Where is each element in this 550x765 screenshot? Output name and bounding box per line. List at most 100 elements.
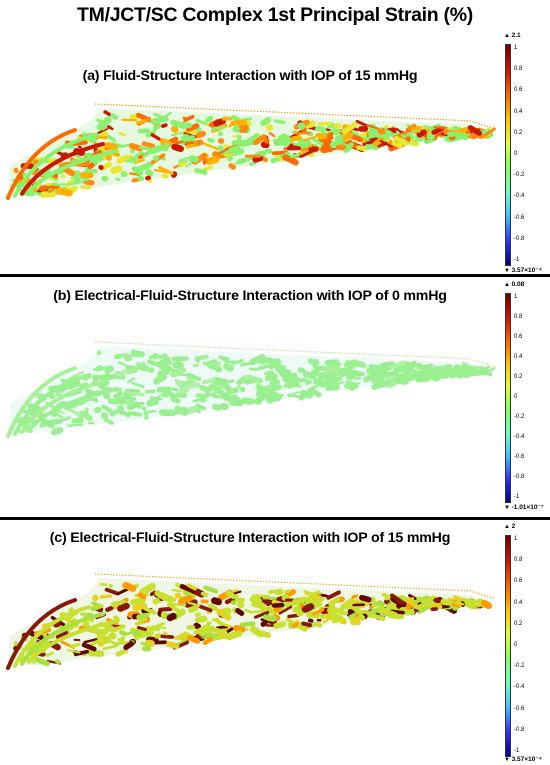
trabecular-beam bbox=[406, 599, 417, 607]
trabecular-beam bbox=[390, 593, 405, 606]
trabecular-beam bbox=[259, 389, 267, 397]
trabecular-beam bbox=[294, 131, 311, 135]
trabecular-beam bbox=[101, 176, 109, 182]
trabecular-beam bbox=[362, 139, 376, 146]
trabecular-beam bbox=[77, 145, 82, 149]
trabecular-beam bbox=[223, 623, 232, 628]
trabecular-beam bbox=[116, 587, 130, 596]
trabecular-beam bbox=[470, 600, 475, 605]
trabecular-beam bbox=[253, 610, 270, 619]
colorbar-tick-label: -0.6 bbox=[514, 454, 525, 460]
trabecular-beam bbox=[76, 177, 82, 182]
trabecular-beam bbox=[166, 612, 177, 622]
trabecular-beam bbox=[110, 406, 125, 417]
trabecular-beam bbox=[372, 136, 385, 147]
colorbar-tick-label: 0.4 bbox=[514, 599, 523, 606]
trabecular-beam bbox=[326, 590, 341, 600]
trabecular-beam bbox=[134, 636, 140, 641]
trabecular-beam bbox=[203, 142, 219, 151]
trabecular-beam bbox=[172, 361, 184, 369]
trabecular-beam bbox=[284, 381, 294, 389]
panel-b-colorbar-min: ▼ -1.01×10⁻⁷ bbox=[504, 504, 544, 511]
trabecular-beam bbox=[115, 177, 121, 182]
trabecular-beam bbox=[262, 614, 277, 622]
trabecular-beam bbox=[384, 594, 390, 601]
trabecular-beam bbox=[219, 403, 229, 411]
trabecular-beam bbox=[480, 599, 493, 610]
trabecular-beam bbox=[316, 380, 324, 387]
trabecular-beam bbox=[87, 649, 105, 657]
trabecular-beam bbox=[239, 128, 248, 133]
trabecular-beam bbox=[110, 113, 119, 120]
trabecular-beam bbox=[160, 610, 166, 618]
trabecular-beam bbox=[212, 403, 222, 411]
trabecular-beam bbox=[158, 409, 177, 417]
trabecular-beam bbox=[157, 368, 171, 377]
trabecular-beam bbox=[287, 613, 300, 619]
colorbar-tick-label: 0.2 bbox=[514, 374, 523, 380]
trabecular-beam bbox=[263, 600, 269, 605]
lamella bbox=[13, 135, 91, 198]
trabecular-beam bbox=[137, 592, 147, 600]
lamella bbox=[27, 387, 119, 432]
trabecular-beam bbox=[265, 124, 274, 131]
trabecular-beam bbox=[230, 600, 237, 606]
trabecular-beam bbox=[118, 630, 127, 636]
trabecular-beam bbox=[401, 374, 410, 378]
colorbar-tick-label: -0.8 bbox=[514, 474, 525, 480]
trabecular-beam bbox=[200, 591, 209, 597]
trabecular-beam bbox=[237, 157, 247, 165]
trabecular-beam bbox=[320, 372, 327, 378]
trabecular-beam bbox=[328, 379, 335, 385]
lamella bbox=[13, 373, 91, 436]
trabecular-beam bbox=[353, 608, 364, 614]
trabecular-beam bbox=[311, 369, 320, 376]
trabecular-beam bbox=[92, 594, 99, 602]
trabecular-beam bbox=[290, 134, 302, 142]
trabecular-beam bbox=[39, 185, 48, 192]
trabecular-beam bbox=[103, 110, 111, 117]
trabecular-beam bbox=[409, 369, 427, 380]
main-title: TM/JCT/SC Complex 1st Principal Strain (… bbox=[77, 4, 473, 26]
colorbar-tick-label: -1 bbox=[514, 257, 520, 263]
panel-c-colorbar-min-value: 3.57×10⁻⁴ bbox=[511, 756, 542, 763]
trabecular-beam bbox=[142, 646, 152, 652]
trabecular-beam bbox=[282, 154, 299, 166]
panel-a-colorbar-gradient bbox=[505, 44, 511, 266]
lamella bbox=[20, 612, 105, 666]
trabecular-beam bbox=[82, 620, 90, 628]
trabecular-beam bbox=[193, 622, 202, 630]
trabecular-beam bbox=[161, 123, 168, 128]
trabecular-beam bbox=[186, 635, 201, 644]
trabecular-beam bbox=[98, 628, 107, 637]
trabecular-beam bbox=[193, 623, 210, 635]
trabecular-beam bbox=[145, 129, 156, 138]
trabecular-beam bbox=[198, 625, 214, 637]
trabecular-beam bbox=[178, 155, 193, 162]
trabecular-beam bbox=[122, 392, 133, 401]
trabecular-beam bbox=[146, 398, 159, 407]
trabecular-beam bbox=[265, 374, 280, 385]
trabecular-beam bbox=[344, 600, 355, 609]
trabecular-beam bbox=[317, 121, 332, 126]
trabecular-beam bbox=[54, 659, 61, 665]
trabecular-beam bbox=[126, 377, 136, 384]
trabecular-beam bbox=[185, 123, 200, 133]
trabecular-beam bbox=[348, 612, 357, 619]
trabecular-beam bbox=[264, 137, 270, 144]
trabecular-beam bbox=[319, 613, 326, 620]
trabecular-beam bbox=[426, 133, 435, 141]
trabecular-beam bbox=[230, 119, 247, 126]
trabecular-beam bbox=[162, 356, 171, 364]
trabecular-beam bbox=[114, 395, 126, 405]
trabecular-beam bbox=[315, 126, 327, 133]
trabecular-beam bbox=[195, 403, 207, 411]
trabecular-beam bbox=[99, 583, 108, 587]
trabecular-beam bbox=[273, 621, 287, 629]
trabecular-beam bbox=[78, 382, 89, 388]
trabecular-beam bbox=[405, 136, 411, 142]
trabecular-beam bbox=[292, 606, 299, 613]
trabecular-beam bbox=[276, 360, 282, 364]
trabecular-beam bbox=[139, 164, 147, 169]
trabecular-beam bbox=[51, 427, 64, 436]
